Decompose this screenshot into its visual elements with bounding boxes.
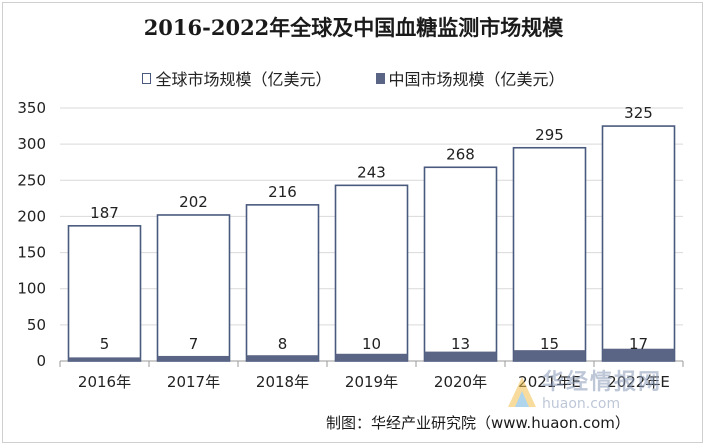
- y-tick-label: 50: [27, 316, 46, 334]
- x-tick-label: 2022年E: [607, 373, 670, 391]
- data-label-china: 17: [629, 335, 648, 353]
- legend-swatch-global: [142, 72, 152, 84]
- data-label-china: 7: [189, 335, 199, 353]
- data-label-global: 325: [624, 104, 653, 122]
- data-label-global: 295: [535, 126, 564, 144]
- bar-china: [68, 357, 141, 361]
- data-label-china: 5: [100, 335, 110, 353]
- bar-china: [246, 355, 319, 361]
- legend-item-global: 全球市场规模（亿美元）: [142, 66, 332, 90]
- bar-global: [423, 166, 498, 362]
- data-label-global: 268: [446, 145, 475, 163]
- bar-china: [424, 351, 497, 361]
- data-label-global: 202: [179, 193, 208, 211]
- data-label-global: 243: [357, 163, 386, 181]
- data-label-global: 216: [268, 183, 297, 201]
- y-tick-label: 150: [17, 244, 46, 262]
- bar-global: [334, 184, 409, 362]
- bar-china: [157, 355, 230, 361]
- x-tick-label: 2019年: [345, 373, 398, 391]
- watermark: 华经情报网 huaon.com: [506, 372, 662, 411]
- data-label-china: 13: [451, 335, 470, 353]
- x-tick-label: 2017年: [167, 373, 220, 391]
- chart-title: 2016-2022年全球及中国血糖监测市场规模: [143, 15, 564, 40]
- y-tick-label: 200: [17, 207, 46, 225]
- data-label-china: 8: [278, 335, 288, 353]
- y-tick-label: 250: [17, 171, 46, 189]
- bar-global: [601, 125, 676, 362]
- source-note: 制图：华经产业研究院（www.huaon.com）: [326, 414, 630, 432]
- bar-global: [512, 146, 587, 362]
- data-label-china: 10: [362, 335, 381, 353]
- legend: 全球市场规模（亿美元） 中国市场规模（亿美元）: [0, 66, 707, 90]
- x-tick-label: 2016年: [78, 373, 131, 391]
- y-tick-label: 300: [17, 135, 46, 153]
- y-tick-label: 100: [17, 280, 46, 298]
- bar-china: [335, 353, 408, 361]
- legend-label-china: 中国市场规模（亿美元）: [388, 70, 565, 89]
- legend-swatch-china: [375, 72, 385, 84]
- bar-china: [513, 350, 586, 361]
- x-tick-label: 2021年E: [518, 373, 581, 391]
- bar-global: [156, 214, 231, 362]
- legend-label-global: 全球市场规模（亿美元）: [155, 70, 332, 89]
- watermark-brand: 华经情报网: [542, 370, 663, 395]
- data-label-global: 187: [90, 204, 119, 222]
- data-label-china: 15: [540, 335, 559, 353]
- y-tick-label: 350: [17, 99, 46, 117]
- x-tick-label: 2018年: [256, 373, 309, 391]
- x-tick-label: 2020年: [434, 373, 487, 391]
- watermark-logo-icon: [508, 376, 536, 407]
- bar-china: [602, 348, 675, 361]
- y-tick-label: 0: [36, 352, 46, 370]
- bar-global: [245, 204, 320, 362]
- watermark-url: huaon.com: [542, 396, 621, 412]
- legend-item-china: 中国市场规模（亿美元）: [375, 66, 565, 90]
